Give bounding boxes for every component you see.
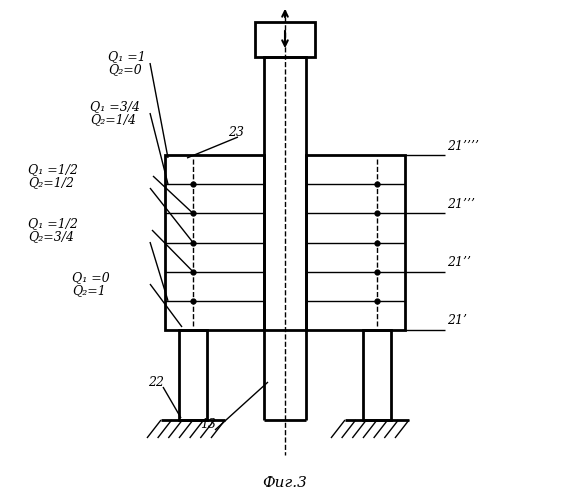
Text: Q₁ =1/2: Q₁ =1/2 xyxy=(28,164,78,177)
Text: Фиг.3: Фиг.3 xyxy=(263,476,307,490)
Text: Q₂=0: Q₂=0 xyxy=(108,63,142,76)
Text: Q₁ =0: Q₁ =0 xyxy=(72,271,110,284)
Bar xyxy=(363,330,391,420)
Bar xyxy=(165,155,264,330)
Text: 21’’: 21’’ xyxy=(447,256,471,269)
Bar xyxy=(179,330,207,420)
Text: Q₁ =3/4: Q₁ =3/4 xyxy=(90,100,140,113)
Text: Q₂=1: Q₂=1 xyxy=(72,284,106,297)
Text: 21’’’’: 21’’’’ xyxy=(447,140,479,153)
Bar xyxy=(264,57,306,330)
Text: Q₂=3/4: Q₂=3/4 xyxy=(28,231,74,244)
Text: 23: 23 xyxy=(228,126,244,139)
Text: 21’’’: 21’’’ xyxy=(447,198,475,211)
Text: Q₂=1/2: Q₂=1/2 xyxy=(28,177,74,190)
Text: Q₁ =1/2: Q₁ =1/2 xyxy=(28,218,78,231)
Text: 13: 13 xyxy=(200,419,216,432)
Bar xyxy=(255,22,315,57)
Text: Q₁ =1: Q₁ =1 xyxy=(108,50,146,63)
Text: 22: 22 xyxy=(148,376,164,389)
Text: 21’: 21’ xyxy=(447,314,467,327)
Bar xyxy=(306,155,405,330)
Text: Q₂=1/4: Q₂=1/4 xyxy=(90,113,136,127)
